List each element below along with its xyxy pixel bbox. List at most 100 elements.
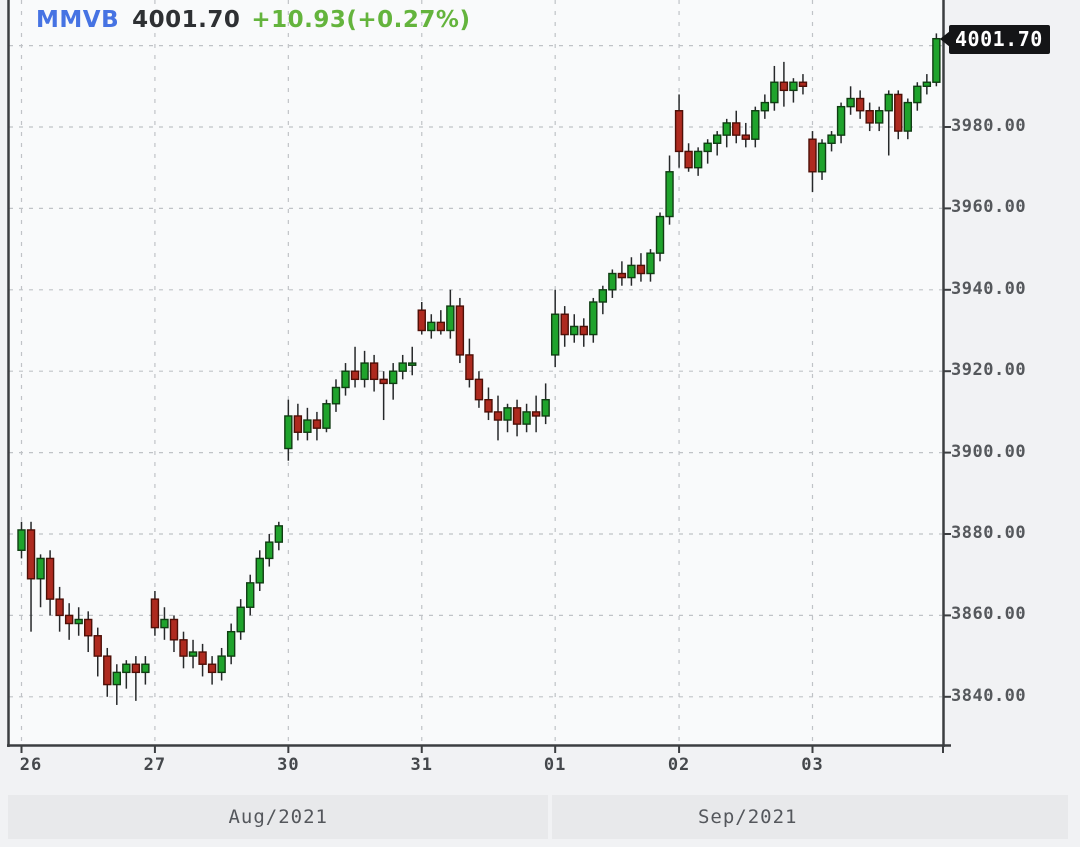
x-axis-day-label: 27 <box>143 755 167 775</box>
candle <box>474 371 484 408</box>
candle-body-up <box>388 370 398 385</box>
month-label-aug: Aug/2021 <box>228 806 328 828</box>
candle-body-down <box>179 639 188 657</box>
candle <box>331 379 341 412</box>
candle-body-down <box>93 635 102 657</box>
candle <box>875 106 884 132</box>
candle <box>150 590 160 636</box>
candle <box>74 607 83 636</box>
candle <box>684 143 693 172</box>
candle <box>894 90 903 140</box>
candle <box>751 106 760 148</box>
candle-body-up <box>303 419 312 433</box>
candle <box>808 131 817 193</box>
candle <box>846 86 855 115</box>
candle-body-up <box>665 171 674 218</box>
candle-body-down <box>484 398 493 413</box>
candle <box>417 302 426 335</box>
y-axis-label: 3840.00 <box>951 685 1027 706</box>
candle-body-down <box>26 529 36 580</box>
candle <box>789 78 798 103</box>
candle-body-up <box>598 289 608 303</box>
candle-body-up <box>427 321 436 332</box>
candle <box>732 110 741 144</box>
candle <box>712 131 722 156</box>
candle <box>84 611 93 653</box>
candle <box>913 82 922 111</box>
candle-body-down <box>684 150 693 169</box>
candle-body-down <box>55 598 64 617</box>
candle-body-up <box>884 93 893 112</box>
candle <box>817 139 827 180</box>
candle <box>45 550 55 616</box>
candle-body-down <box>798 81 808 88</box>
candle <box>493 395 503 441</box>
candle <box>360 350 369 388</box>
candle <box>160 607 169 640</box>
candle-body-up <box>360 362 369 381</box>
y-axis-label: 3900.00 <box>951 441 1027 462</box>
candle-body-up <box>760 101 770 112</box>
candle-body-up <box>570 325 579 336</box>
candle <box>865 102 874 132</box>
candle-body-down <box>64 614 74 625</box>
candle-body-up <box>36 557 45 580</box>
candle-body-up <box>627 264 636 279</box>
candle-body-up <box>608 272 617 291</box>
candle-body-up <box>922 81 932 88</box>
candle-body-up <box>74 618 83 625</box>
candle <box>303 407 312 441</box>
candle-body-up <box>703 142 712 153</box>
candle <box>617 261 627 286</box>
candle <box>655 212 665 262</box>
candle <box>131 656 141 701</box>
candle-body-down <box>465 354 474 381</box>
candle-body-up <box>712 134 722 144</box>
candle <box>17 521 26 559</box>
candle <box>436 310 446 335</box>
candle-body-up <box>446 305 455 332</box>
candle <box>627 257 636 286</box>
candle-body-up <box>875 110 884 124</box>
candle <box>646 249 655 282</box>
month-label-sep: Sep/2021 <box>697 806 798 828</box>
candle <box>770 65 779 111</box>
month-band-sep: Sep/2021 <box>552 795 1068 839</box>
candle <box>779 61 789 107</box>
candle <box>531 395 541 433</box>
x-axis-day-label: 30 <box>277 755 300 775</box>
candle <box>503 403 512 433</box>
candle-body-down <box>894 93 903 132</box>
candle-body-down <box>855 97 865 112</box>
candle <box>827 131 836 152</box>
plot-area[interactable] <box>8 0 943 745</box>
candle <box>703 139 712 164</box>
last-price-label: 4001.70 <box>132 7 241 33</box>
candle <box>265 534 274 567</box>
candle-body-up <box>655 215 665 254</box>
candle-body-up <box>284 415 293 450</box>
candle-body-up <box>188 651 198 657</box>
candle-body-down <box>369 362 379 381</box>
candle-body-up <box>341 370 350 389</box>
candle-body-up <box>217 655 226 674</box>
candle-body-up <box>846 97 855 108</box>
candle <box>322 399 331 433</box>
candle-body-up <box>770 81 779 104</box>
candle-body-up <box>141 663 150 674</box>
candle-body-up <box>160 618 169 629</box>
candle <box>455 297 465 364</box>
candle <box>589 297 598 343</box>
candle-body-down <box>865 110 874 124</box>
candle <box>579 318 588 347</box>
candle <box>855 90 865 119</box>
candle-body-up <box>274 525 284 543</box>
x-axis-day-label: 01 <box>543 755 567 775</box>
candle-body-up <box>693 150 703 169</box>
candle-body-up <box>751 110 760 140</box>
candle <box>236 599 245 640</box>
candle-body-up <box>322 403 331 429</box>
candle-body-down <box>674 110 684 153</box>
candle-body-down <box>531 411 541 417</box>
